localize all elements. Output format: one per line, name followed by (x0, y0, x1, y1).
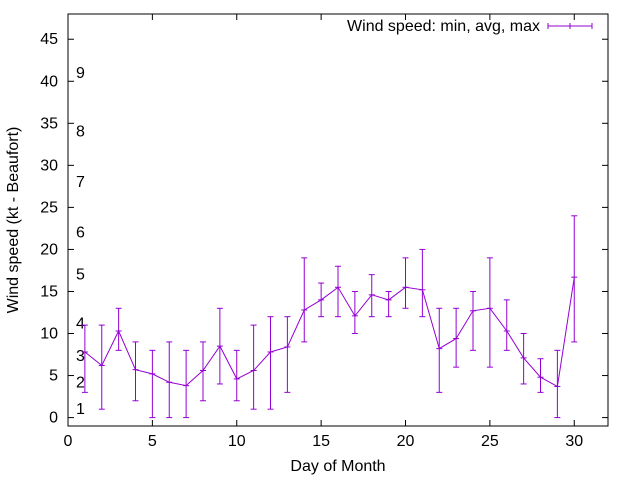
data-layer (81, 215, 578, 419)
plot-frame (67, 13, 609, 427)
beaufort-label: 8 (76, 124, 85, 141)
y-tick-label: 45 (40, 31, 58, 48)
y-tick-label: 30 (40, 157, 58, 174)
beaufort-label: 1 (76, 401, 85, 418)
x-tick-label: 5 (148, 433, 157, 450)
x-tick-label: 0 (64, 433, 73, 450)
y-tick-label: 35 (40, 115, 58, 132)
series-line (84, 277, 575, 388)
x-tick-label: 15 (312, 433, 330, 450)
beaufort-label: 3 (76, 348, 85, 365)
y-tick-label: 0 (49, 410, 58, 427)
beaufort-label: 6 (76, 225, 85, 242)
beaufort-layer: 1 2 3 4 5 6 7 8 9 (76, 65, 85, 418)
y-tick-label: 40 (40, 73, 58, 90)
y-tick-label: 5 (49, 368, 58, 385)
x-tick-label: 20 (397, 433, 415, 450)
x-tick-label: 10 (228, 433, 246, 450)
y-tick-label: 15 (40, 283, 58, 300)
beaufort-label: 4 (76, 315, 85, 332)
x-axis-label: Day of Month (290, 458, 385, 475)
y-tick-label: 20 (40, 241, 58, 258)
y-axis-label: Wind speed (kt - Beaufort) (5, 127, 22, 314)
beaufort-label: 2 (76, 374, 85, 391)
plot-background (68, 14, 608, 426)
legend-entry-label: Wind speed: min, avg, max (347, 18, 540, 35)
y-tick-label: 25 (40, 199, 58, 216)
beaufort-label: 7 (76, 174, 85, 191)
beaufort-label: 9 (76, 65, 85, 82)
legend: Wind speed: min, avg, max (347, 18, 593, 35)
x-tick-label: 30 (565, 433, 583, 450)
y-tick-label: 10 (40, 326, 58, 343)
x-tick-label: 25 (481, 433, 499, 450)
beaufort-label: 5 (76, 267, 85, 284)
